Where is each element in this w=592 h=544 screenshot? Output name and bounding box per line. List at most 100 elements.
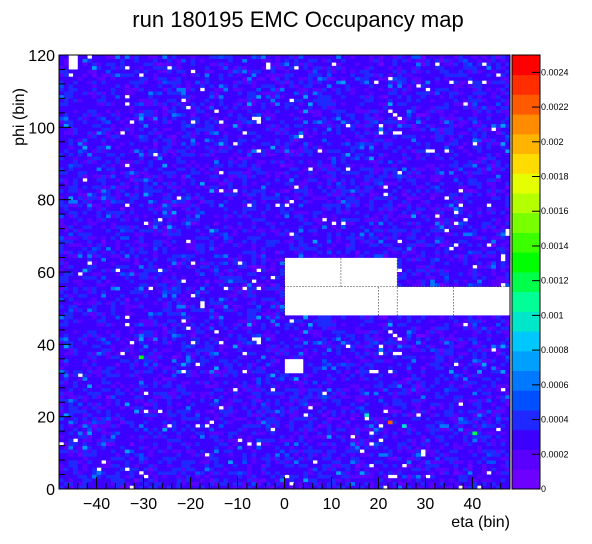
heatmap-cell [270,431,276,436]
heatmap-cell [232,337,238,342]
heatmap-cell [416,470,422,475]
heatmap-cell [82,322,88,327]
heatmap-cell [223,456,229,461]
heatmap-cell [444,434,450,439]
heatmap-cell [251,438,257,443]
heatmap-cell [59,293,65,298]
heatmap-cell [129,467,135,472]
heatmap-cell [190,369,196,374]
heatmap-cell [336,445,342,450]
heatmap-cell [444,460,450,465]
heatmap-cell [477,456,483,461]
heatmap-cell [326,456,332,461]
heatmap-cell [246,297,252,302]
heatmap-cell [279,402,285,407]
heatmap-cell [481,470,487,475]
heatmap-cell [204,445,210,450]
heatmap-cell [458,445,464,450]
heatmap-cell [134,438,140,443]
heatmap-cell [505,326,511,331]
heatmap-cell [364,362,370,367]
heatmap-cell [96,398,102,403]
heatmap-cell [284,413,290,418]
heatmap-cell [406,347,412,352]
heatmap-cell [199,402,205,407]
heatmap-cell [477,405,483,410]
heatmap-cell [284,427,290,432]
heatmap-cell [199,329,205,334]
heatmap-cell [185,380,191,385]
heatmap-cell [82,344,88,349]
heatmap-cell [167,279,173,284]
heatmap-cell [307,481,314,486]
heatmap-cell [317,478,323,483]
heatmap-cell [91,467,97,472]
heatmap-cell [439,470,445,475]
heatmap-cell [491,463,497,468]
heatmap-cell [444,366,450,370]
heatmap-cell [420,420,426,425]
heatmap-cell [63,362,69,367]
heatmap-cell [284,340,290,345]
heatmap-cell [369,460,375,465]
heatmap-cell [477,452,483,457]
heatmap-cell [331,423,337,428]
heatmap-cell [350,344,356,349]
heatmap-cell [284,423,290,428]
heatmap-cell [190,441,196,446]
heatmap-cell [397,449,403,454]
heatmap-cell [354,438,361,443]
heatmap-cell [134,405,140,410]
heatmap-cell [472,337,478,342]
heatmap-cell [373,441,379,446]
heatmap-cell [148,358,154,363]
heatmap-cell [181,282,187,287]
heatmap-cell [143,402,149,407]
heatmap-cell [500,373,506,378]
heatmap-cell [124,308,130,313]
heatmap-cell [373,319,379,323]
heatmap-cell [176,441,182,446]
heatmap-cell [369,337,375,342]
heatmap-cell [270,340,276,345]
heatmap-cell [171,416,177,421]
heatmap-cell [223,340,229,345]
heatmap-cell [143,279,149,284]
heatmap-cell [411,369,417,374]
heatmap-cell [176,369,182,374]
heatmap-cell [289,391,295,396]
heatmap-cell [420,441,426,446]
heatmap-cell [425,344,431,349]
heatmap-cell [359,456,365,461]
heatmap-cell [486,463,492,468]
heatmap-cell [73,293,79,298]
heatmap-cell [157,416,163,421]
heatmap-cell [284,431,290,436]
heatmap-cell [322,337,328,342]
heatmap-cell [251,474,257,479]
heatmap-cell [350,373,356,378]
heatmap-cell [425,434,431,439]
heatmap-cell [420,413,426,418]
heatmap-cell [96,369,102,374]
heatmap-cell [326,413,332,418]
heatmap-cell [298,470,304,475]
heatmap-cell [134,286,140,291]
heatmap-cell [251,351,257,356]
heatmap-cell [171,463,177,468]
heatmap-cell [218,384,224,389]
heatmap-cell [383,347,389,352]
heatmap-cell [129,445,135,450]
heatmap-cell [293,416,299,421]
heatmap-cell [232,431,238,436]
heatmap-cell [199,445,205,450]
heatmap-cell [73,340,79,345]
heatmap-cell [430,441,436,446]
heatmap-cell [298,326,304,331]
heatmap-cell [444,449,450,454]
heatmap-cell [317,481,323,486]
heatmap-cell [331,481,337,486]
heatmap-cell [326,391,332,396]
heatmap-cell [495,355,501,360]
heatmap-cell [204,315,210,320]
